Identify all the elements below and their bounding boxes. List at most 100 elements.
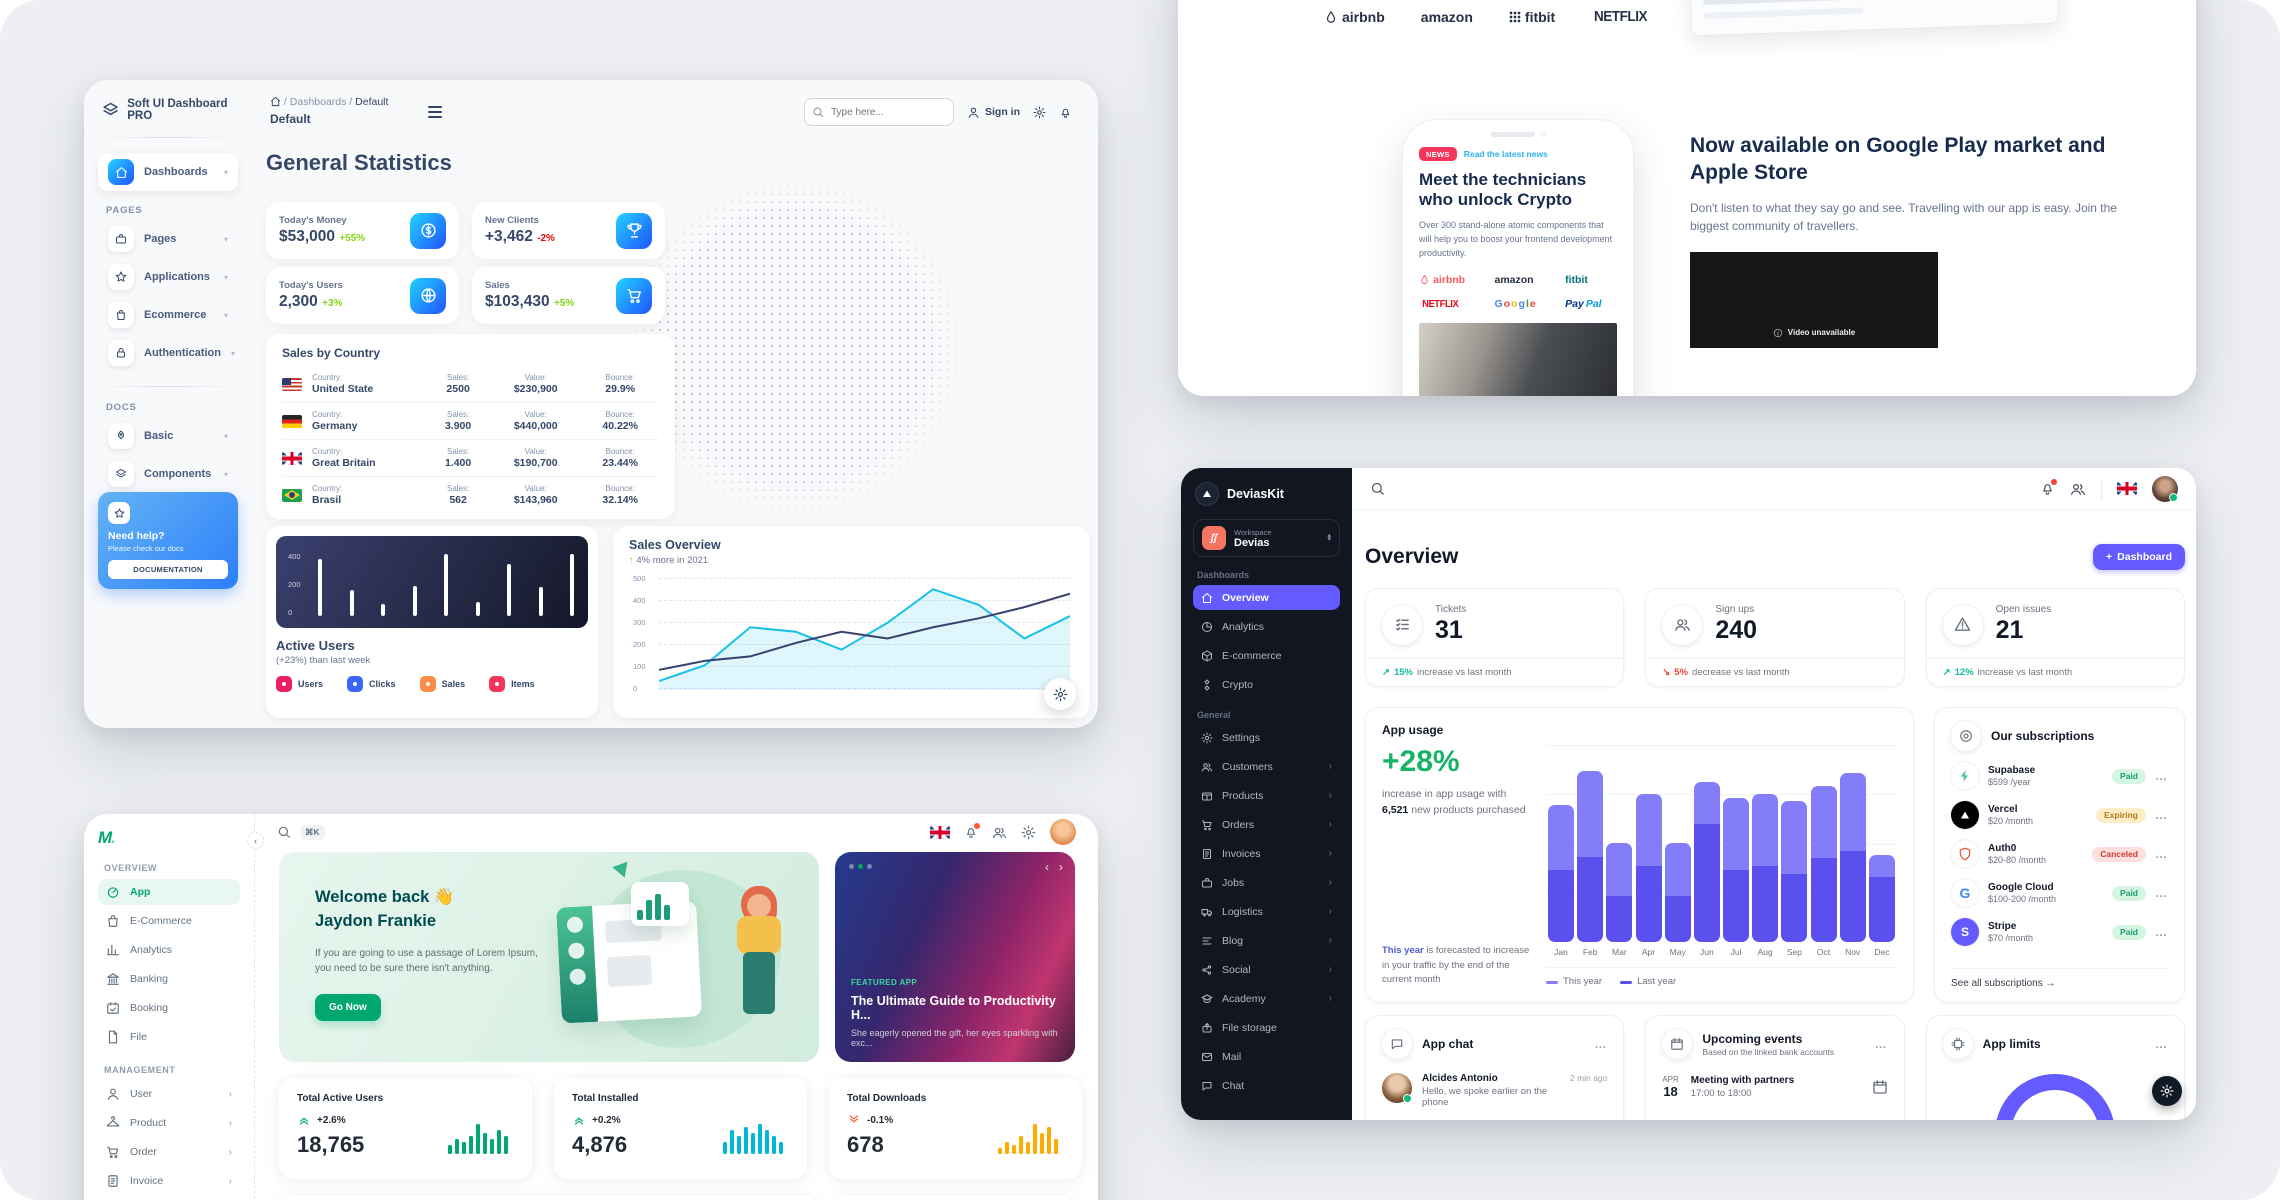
sidebar-item-academy[interactable]: Academy › bbox=[1193, 986, 1340, 1011]
sidebar-item-components[interactable]: Components ▾ bbox=[98, 456, 238, 492]
sidebar-item-order[interactable]: Order › bbox=[98, 1139, 240, 1165]
settings-fab[interactable] bbox=[2152, 1076, 2182, 1106]
chevron-down-icon: ▾ bbox=[223, 272, 228, 282]
search-icon[interactable] bbox=[277, 825, 291, 839]
active-users-bar bbox=[570, 554, 574, 616]
sidebar-item-file[interactable]: File bbox=[98, 1024, 240, 1050]
event-row[interactable]: APR 18 Meeting with partners 17:00 to 18:0… bbox=[1662, 1075, 1887, 1099]
menu-icon[interactable] bbox=[428, 106, 442, 118]
sidebar-item-dashboards[interactable]: Dashboards ▾ bbox=[98, 153, 238, 191]
stripe-icon: S bbox=[1951, 918, 1979, 946]
sidebar-item-app[interactable]: App bbox=[98, 879, 240, 905]
sidebar-item-overview[interactable]: Overview bbox=[1193, 585, 1340, 610]
sidebar-item-invoices[interactable]: Invoices › bbox=[1193, 841, 1340, 866]
sidebar-item-applications[interactable]: Applications ▾ bbox=[98, 259, 238, 295]
contacts-icon[interactable] bbox=[992, 825, 1007, 840]
sidebar-item-blog[interactable]: Blog › bbox=[1193, 928, 1340, 953]
active-users-bar bbox=[349, 589, 354, 616]
see-all-subscriptions-link[interactable]: See all subscriptions → bbox=[1951, 968, 2168, 989]
file-icon bbox=[106, 1030, 120, 1044]
row-menu-icon[interactable]: … bbox=[2155, 847, 2168, 861]
authentication-icon bbox=[108, 340, 134, 366]
settings-icon[interactable] bbox=[1033, 106, 1046, 119]
video-player[interactable]: Video unavailable bbox=[1690, 251, 1938, 348]
dashboards-icon bbox=[108, 159, 134, 185]
breadcrumb: / Dashboards / Default Default bbox=[270, 96, 389, 126]
workspace-switcher[interactable]: ʃʃ Workspace Devias ▴ ▾ bbox=[1193, 519, 1340, 557]
row-menu-icon[interactable]: … bbox=[2155, 925, 2168, 939]
avatar[interactable] bbox=[2152, 475, 2178, 502]
trophy-icon bbox=[616, 212, 652, 249]
carousel-next-icon[interactable]: › bbox=[1059, 860, 1063, 874]
minimal-sidebar: M. OVERVIEW App E-Commerce Analytics Ban… bbox=[84, 814, 255, 1200]
sidebar-item-crypto[interactable]: Crypto bbox=[1193, 672, 1340, 697]
sidebar-collapse-button[interactable]: ‹ bbox=[247, 832, 264, 849]
phone-heading: Meet the technicians who unlock Crypto bbox=[1419, 170, 1587, 210]
avatar[interactable] bbox=[1050, 819, 1076, 845]
sign-in-button[interactable]: Sign in bbox=[967, 106, 1020, 119]
usage-bar-oct bbox=[1810, 786, 1837, 942]
softui-logo[interactable]: Soft UI Dashboard PRO bbox=[98, 98, 238, 122]
sidebar-item-ecommerce[interactable]: Ecommerce ▾ bbox=[98, 297, 238, 333]
featured-app-card: ‹ › FEATURED APP The Ultimate Guide to Pr… bbox=[835, 852, 1075, 1062]
sidebar-item-analytics[interactable]: Analytics bbox=[1193, 614, 1340, 639]
add-dashboard-button[interactable]: + Dashboard bbox=[2093, 544, 2185, 570]
row-menu-icon[interactable]: … bbox=[2155, 808, 2168, 822]
sidebar-item-jobs[interactable]: Jobs › bbox=[1193, 870, 1340, 895]
minimal-logo[interactable]: M. bbox=[98, 828, 116, 847]
section-label: Dashboards bbox=[1197, 570, 1250, 580]
notifications-icon[interactable] bbox=[964, 823, 980, 839]
info-icon bbox=[1773, 328, 1783, 338]
featured-title[interactable]: The Ultimate Guide to Productivity H... bbox=[851, 994, 1056, 1022]
news-link[interactable]: Read the latest news bbox=[1463, 149, 1548, 159]
notifications-icon[interactable] bbox=[2040, 479, 2057, 496]
sidebar-item-user[interactable]: User › bbox=[98, 1081, 240, 1107]
carousel-prev-icon[interactable]: ‹ bbox=[1045, 860, 1049, 874]
sidebar-item-authentication[interactable]: Authentication ▾ bbox=[98, 335, 238, 371]
netflix-logo: NETFLIX bbox=[1594, 8, 1648, 25]
auth0-icon bbox=[1951, 840, 1979, 868]
sidebar-item-social[interactable]: Social › bbox=[1193, 957, 1340, 982]
go-now-button[interactable]: Go Now bbox=[315, 993, 381, 1021]
carousel-dots[interactable] bbox=[849, 864, 872, 869]
sidebar-item-invoice[interactable]: Invoice › bbox=[98, 1168, 240, 1194]
search-input[interactable] bbox=[804, 98, 954, 126]
card-menu-icon[interactable]: … bbox=[1594, 1037, 1608, 1051]
language-flag-icon[interactable] bbox=[2117, 482, 2137, 495]
documentation-button[interactable]: DOCUMENTATION bbox=[108, 560, 228, 579]
sidebar-item-booking[interactable]: Booking bbox=[98, 995, 240, 1021]
row-menu-icon[interactable]: … bbox=[2155, 886, 2168, 900]
sidebar-item-chat[interactable]: Chat bbox=[1193, 1073, 1340, 1098]
card-menu-icon[interactable]: … bbox=[1874, 1037, 1888, 1051]
sidebar-item-analytics[interactable]: Analytics bbox=[98, 937, 240, 963]
search-icon[interactable] bbox=[1370, 481, 1385, 496]
sidebar-item-banking[interactable]: Banking bbox=[98, 966, 240, 992]
sidebar-item-products[interactable]: Products › bbox=[1193, 783, 1340, 808]
notifications-icon[interactable] bbox=[1059, 106, 1072, 119]
settings-fab[interactable] bbox=[1044, 678, 1076, 710]
home-icon[interactable] bbox=[270, 96, 281, 107]
settings-icon[interactable] bbox=[1021, 825, 1036, 840]
language-flag-icon[interactable] bbox=[930, 825, 950, 839]
sidebar-item-settings[interactable]: Settings bbox=[1193, 725, 1340, 750]
sidebar-item-customers[interactable]: Customers › bbox=[1193, 754, 1340, 779]
sidebar-item-pages[interactable]: Pages ▾ bbox=[98, 221, 238, 257]
card-menu-icon[interactable]: … bbox=[2155, 1037, 2168, 1051]
sidebar-item-ecommerce[interactable]: E-Commerce bbox=[98, 908, 240, 934]
help-star-icon bbox=[108, 502, 130, 524]
paypal-logo: Pay Pal bbox=[1565, 297, 1602, 310]
chat-message-row[interactable]: Alcides Antonio Hello, we spoke earlier o… bbox=[1382, 1073, 1607, 1108]
sidebar-item-logistics[interactable]: Logistics › bbox=[1193, 899, 1340, 924]
row-menu-icon[interactable]: … bbox=[2155, 769, 2168, 783]
sidebar-item-file-storage[interactable]: File storage bbox=[1193, 1015, 1340, 1040]
welcome-body: If you are going to use a passage of Lor… bbox=[315, 947, 538, 975]
sidebar-item-mail[interactable]: Mail bbox=[1193, 1044, 1340, 1069]
sidebar-item-product[interactable]: Product › bbox=[98, 1110, 240, 1136]
sidebar-item-ecommerce[interactable]: E-commerce bbox=[1193, 643, 1340, 668]
sidebar-item-basic[interactable]: Basic ▾ bbox=[98, 418, 238, 454]
contacts-icon[interactable] bbox=[2070, 481, 2086, 497]
sidebar-item-orders[interactable]: Orders › bbox=[1193, 812, 1340, 837]
devias-logo[interactable]: DeviasKit bbox=[1193, 482, 1340, 506]
booking-icon bbox=[106, 1001, 120, 1015]
active-users-chart: 400 200 0 bbox=[276, 536, 588, 628]
